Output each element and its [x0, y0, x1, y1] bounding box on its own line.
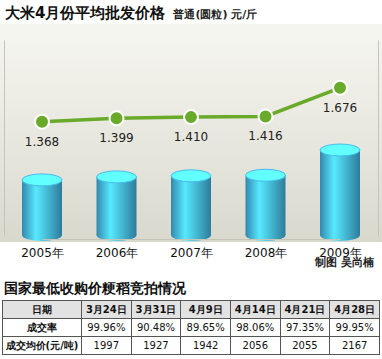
table-cell: 89.65% — [181, 319, 231, 337]
table-row: 成交均价(元/吨)199719271942205620552167 — [3, 337, 380, 355]
cylinder — [22, 174, 62, 241]
point — [259, 109, 273, 123]
cylinder-top — [246, 169, 286, 181]
point — [333, 81, 347, 95]
cylinder-top — [97, 171, 137, 183]
cylinder-body — [171, 176, 211, 235]
cylinder — [320, 144, 360, 241]
credit: 制图 吴尚楠 — [314, 256, 374, 269]
table-cell: 1927 — [131, 337, 181, 355]
table-row: 成交率99.96%90.48%89.65%98.06%97.35%99.95% — [3, 319, 380, 337]
data-label: 1.676 — [323, 101, 357, 115]
x-axis-line — [43, 239, 341, 240]
x-tick: 2008年 — [245, 239, 288, 260]
cylinders — [22, 144, 360, 241]
x-tick-label: 2008年 — [245, 246, 288, 260]
table-cell: 90.48% — [131, 319, 181, 337]
cylinder — [171, 170, 211, 241]
x-tick: 2005年 — [21, 239, 64, 260]
x-tick-label: 2005年 — [21, 246, 64, 260]
data-label: 1.399 — [99, 131, 133, 145]
data-label: 1.410 — [174, 130, 208, 144]
table-cell: 2055 — [280, 337, 330, 355]
table-cell: 99.95% — [330, 319, 380, 337]
y-axis — [4, 41, 5, 236]
x-tick-label: 2007年 — [170, 246, 213, 260]
table-cell: 1942 — [181, 337, 231, 355]
cylinder-body — [22, 180, 62, 235]
table: 日期3月24日3月31日4月9日4月14日4月21日4月28日成交率99.96%… — [2, 300, 380, 355]
y2-axis — [378, 41, 379, 236]
cylinder-top — [171, 170, 211, 182]
header-cell: 3月24日 — [82, 301, 132, 319]
title: 大米4月份平均批发价格 — [5, 4, 166, 22]
y2-axis-line — [378, 41, 379, 236]
cylinder-top — [22, 174, 62, 186]
cylinder — [97, 171, 137, 241]
cylinder-body — [97, 177, 137, 235]
cylinder-body — [320, 150, 360, 235]
background — [0, 24, 382, 242]
table-cell: 99.96% — [82, 319, 132, 337]
table-cell: 1997 — [82, 337, 132, 355]
table-cell: 成交均价(元/吨) — [3, 337, 82, 355]
header-cell: 日期 — [3, 301, 82, 319]
table-cell: 2056 — [230, 337, 280, 355]
header-cell: 4月9日 — [181, 301, 231, 319]
data-label: 1.368 — [25, 135, 59, 149]
point — [184, 110, 198, 124]
header-cell: 3月31日 — [131, 301, 181, 319]
cylinder — [246, 169, 286, 241]
point — [110, 111, 124, 125]
y-axis-line — [4, 41, 5, 236]
data-label: 1.416 — [248, 129, 282, 143]
x-tick: 2006年 — [96, 239, 139, 260]
table-cell: 98.06% — [230, 319, 280, 337]
table-header: 日期3月24日3月31日4月9日4月14日4月21日4月28日 — [3, 301, 380, 319]
header-cell: 4月28日 — [330, 301, 380, 319]
x-tick: 2007年 — [170, 239, 213, 260]
cylinder-top — [320, 144, 360, 156]
table-cell: 成交率 — [3, 319, 82, 337]
x-axis: 2005年2006年2007年2008年2009年 — [21, 239, 362, 260]
point — [35, 115, 49, 129]
cylinder-body — [246, 175, 286, 235]
x-tick-label: 2006年 — [96, 246, 139, 260]
table-cell: 2167 — [330, 337, 380, 355]
chart: 大米4月份平均批发价格普通(圆粒) 元/斤 1.368 1.399 1.410 1.41… — [0, 0, 382, 276]
table-title: 国家最低收购价粳稻竞拍情况 — [4, 280, 382, 297]
plot-area — [22, 81, 360, 241]
header-cell: 4月14日 — [230, 301, 280, 319]
subtitle: 普通(圆粒) 元/斤 — [172, 8, 257, 21]
table-cell: 97.35% — [280, 319, 330, 337]
header-cell: 4月21日 — [280, 301, 330, 319]
